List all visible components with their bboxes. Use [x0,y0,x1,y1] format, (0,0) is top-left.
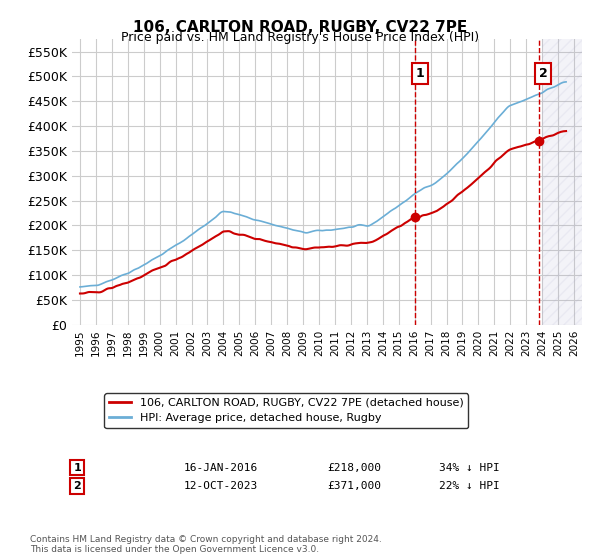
Text: 1: 1 [73,463,81,473]
Legend: 106, CARLTON ROAD, RUGBY, CV22 7PE (detached house), HPI: Average price, detache: 106, CARLTON ROAD, RUGBY, CV22 7PE (deta… [104,393,468,428]
Text: 22% ↓ HPI: 22% ↓ HPI [439,481,500,491]
Text: 2: 2 [73,481,81,491]
Text: £218,000: £218,000 [327,463,381,473]
Text: 2: 2 [539,67,548,80]
Text: 106, CARLTON ROAD, RUGBY, CV22 7PE: 106, CARLTON ROAD, RUGBY, CV22 7PE [133,20,467,35]
Text: Price paid vs. HM Land Registry's House Price Index (HPI): Price paid vs. HM Land Registry's House … [121,31,479,44]
Text: 16-JAN-2016: 16-JAN-2016 [184,463,259,473]
Text: 1: 1 [416,67,425,80]
Bar [542,39,582,325]
Text: Contains HM Land Registry data © Crown copyright and database right 2024.
This d: Contains HM Land Registry data © Crown c… [30,535,382,554]
Text: 12-OCT-2023: 12-OCT-2023 [184,481,259,491]
Text: 34% ↓ HPI: 34% ↓ HPI [439,463,500,473]
Text: £371,000: £371,000 [327,481,381,491]
